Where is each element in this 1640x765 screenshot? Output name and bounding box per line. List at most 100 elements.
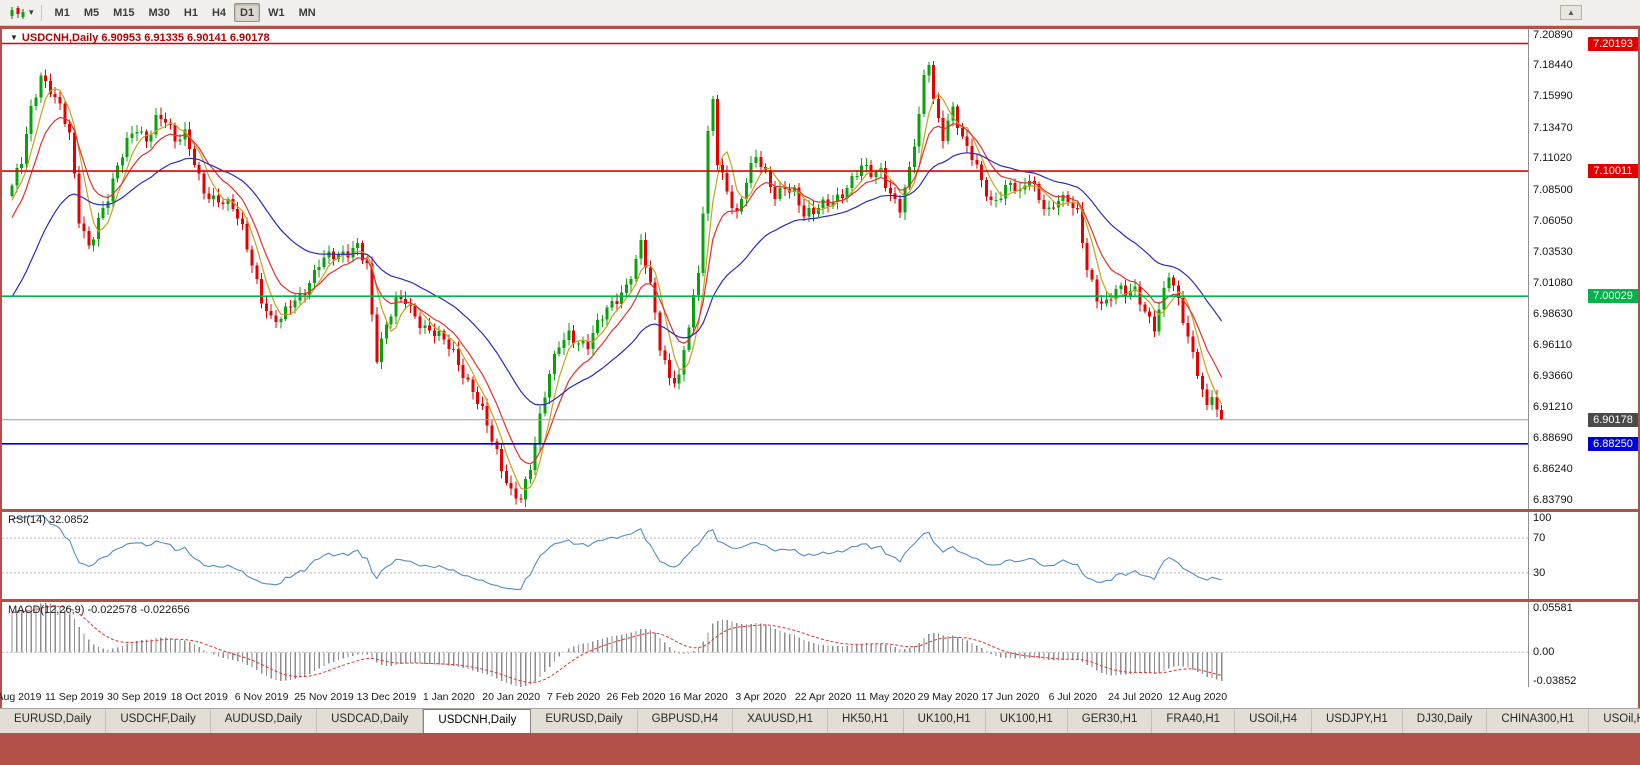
timeframe-button-h1[interactable]: H1 (183, 6, 198, 19)
timeframe-button-m15[interactable]: M15 (113, 6, 135, 19)
date-label: 29 May 2020 (917, 691, 979, 703)
date-label: 24 Jul 2020 (1108, 691, 1163, 703)
chart-tab-hk50-h1[interactable]: HK50,H1 (827, 709, 904, 733)
date-label: 1 Jan 2020 (422, 691, 475, 703)
date-label: 25 Nov 2019 (294, 691, 354, 703)
toolbar-separator (40, 4, 42, 21)
chart-tab-audusd-daily[interactable]: AUDUSD,Daily (210, 709, 318, 733)
price-tick: 6.98630 (1533, 307, 1573, 320)
date-label: 18 Oct 2019 (170, 691, 228, 703)
price-tick: 6.88690 (1533, 432, 1573, 445)
main-chart-panel[interactable]: ▼ USDCNH,Daily 6.90953 6.91335 6.90141 6.… (2, 29, 1528, 509)
chart-tab-usdcad-daily[interactable]: USDCAD,Daily (317, 709, 424, 733)
candlestick-chart-icon[interactable] (6, 4, 28, 22)
chart-tab-eurusd-daily[interactable]: EURUSD,Daily (531, 709, 638, 733)
date-label: 23 Aug 2019 (0, 691, 42, 703)
ma-fast-yellow (11, 88, 1223, 491)
chart-tab-usdjpy-h1[interactable]: USDJPY,H1 (1312, 709, 1403, 733)
date-label: 3 Apr 2020 (735, 691, 787, 703)
macd-tick: 0.05581 (1533, 602, 1573, 614)
price-tick: 6.86240 (1533, 463, 1573, 476)
macd-panel[interactable]: MACD(12,26,9) -0.022578 -0.022656 (2, 602, 1528, 687)
chart-tab-dj30-daily[interactable]: DJ30,Daily (1402, 709, 1488, 733)
rsi-tick: 70 (1533, 532, 1546, 545)
macd-label: MACD(12,26,9) -0.022578 -0.022656 (8, 604, 190, 616)
timeframe-button-mn[interactable]: MN (298, 6, 316, 19)
price-tick: 7.13470 (1533, 121, 1573, 134)
chart-tab-usdcnh-daily[interactable]: USDCNH,Daily (423, 709, 532, 733)
price-tick: 7.11020 (1533, 152, 1572, 165)
price-level-badge: 7.20193 (1588, 36, 1638, 51)
chart-tab-fra40-h1[interactable]: FRA40,H1 (1152, 709, 1236, 733)
chart-tab-eurusd-daily[interactable]: EURUSD,Daily (0, 709, 107, 733)
ma-mid-red (11, 116, 1223, 465)
price-tick: 7.15990 (1533, 90, 1573, 103)
current-price-badge: 6.90178 (1588, 412, 1638, 427)
date-label: 7 Feb 2020 (547, 691, 601, 703)
chart-tab-usdchf-daily[interactable]: USDCHF,Daily (106, 709, 211, 733)
date-label: 26 Feb 2020 (606, 691, 666, 703)
date-label: 13 Dec 2019 (356, 691, 417, 703)
toolbar: ▾ M1 M5 M15 M30 H1 H4 D1 W1 MN ▲ (0, 0, 1640, 26)
timeframe-button-m1[interactable]: M1 (54, 6, 70, 19)
date-label: 11 May 2020 (855, 691, 916, 703)
price-level-badge: 7.10011 (1588, 164, 1638, 179)
price-tick: 7.18440 (1533, 59, 1573, 72)
macd-tick: 0.00 (1533, 646, 1555, 659)
date-label: 22 Apr 2020 (794, 691, 852, 703)
chart-tab-china300-h1[interactable]: CHINA300,H1 (1487, 709, 1590, 733)
price-tick: 6.83790 (1533, 493, 1573, 506)
price-tick: 6.96110 (1533, 339, 1572, 352)
rsi-tick: 30 (1533, 566, 1546, 579)
chart-tab-xauusd-h1[interactable]: XAUUSD,H1 (733, 709, 828, 733)
collapse-icon[interactable]: ▼ (10, 33, 18, 42)
rsi-axis[interactable]: 100 70 30 (1528, 512, 1638, 599)
date-label: 20 Jan 2020 (482, 691, 541, 703)
timeframe-buttons: M1 M5 M15 M30 H1 H4 D1 W1 MN (49, 3, 322, 22)
macd-axis[interactable]: 0.05581 0.00 -0.03852 (1528, 602, 1638, 687)
price-tick: 7.06050 (1533, 214, 1573, 227)
candlestick-chart[interactable] (2, 29, 1528, 509)
chart-ohlc-values: 6.90953 6.91335 6.90141 6.90178 (101, 32, 270, 44)
timeframe-button-h4[interactable]: H4 (211, 6, 227, 19)
macd-plot[interactable] (2, 602, 1528, 687)
date-label: 16 Mar 2020 (668, 691, 728, 703)
price-tick: 6.91210 (1533, 400, 1573, 413)
price-axis[interactable]: 7.20890 7.18440 7.15990 7.13470 7.11020 7.085… (1528, 29, 1638, 509)
chart-symbol-title: USDCNH,Daily (21, 32, 99, 44)
price-tick: 6.93660 (1533, 370, 1573, 383)
chart-tab-uk100-h1[interactable]: UK100,H1 (985, 709, 1068, 733)
macd-tick: -0.03852 (1533, 675, 1577, 687)
candlestick-glyph (10, 5, 25, 19)
chart-title: ▼ USDCNH,Daily 6.90953 6.91335 6.90141 6.… (10, 32, 270, 44)
timeframe-button-m30[interactable]: M30 (148, 6, 170, 19)
rsi-label: RSI(14) 32.0852 (8, 514, 89, 526)
date-label: 11 Sep 2019 (45, 691, 104, 703)
rsi-panel[interactable]: RSI(14) 32.0852 (2, 512, 1528, 599)
rsi-plot[interactable] (2, 512, 1528, 599)
timeframe-button-m5[interactable]: M5 (83, 6, 100, 19)
chevron-down-icon[interactable]: ▾ (29, 7, 34, 17)
chart-tab-gbpusd-h4[interactable]: GBPUSD,H4 (637, 709, 734, 733)
date-label: 6 Nov 2019 (234, 691, 289, 703)
chart-tab-usoil-h4[interactable]: USOil,H4 (1235, 709, 1312, 733)
chart-tab-uk100-h1[interactable]: UK100,H1 (903, 709, 986, 733)
rsi-tick: 100 (1533, 512, 1552, 524)
price-level-badge: 6.88250 (1588, 436, 1638, 451)
price-tick: 7.01080 (1533, 277, 1573, 290)
price-tick: 7.08500 (1533, 184, 1573, 197)
price-level-badge: 7.00029 (1588, 289, 1638, 304)
date-label: 6 Jul 2020 (1048, 691, 1098, 703)
chart-tab-usoil-h1[interactable]: USOil,H1 (1589, 709, 1640, 733)
date-label: 12 Aug 2020 (1168, 691, 1228, 703)
timeframe-button-d1[interactable]: D1 (234, 3, 261, 22)
price-tick: 7.20890 (1533, 29, 1573, 41)
timeframe-button-w1[interactable]: W1 (268, 6, 285, 19)
chart-tab-ger30-h1[interactable]: GER30,H1 (1067, 709, 1153, 733)
scroll-up-button[interactable]: ▲ (1560, 5, 1582, 20)
chart-tabs-bar: EURUSD,Daily USDCHF,Daily AUDUSD,Daily USDC… (0, 708, 1640, 733)
date-label: 30 Sep 2019 (107, 691, 167, 703)
price-tick: 7.03530 (1533, 246, 1573, 259)
